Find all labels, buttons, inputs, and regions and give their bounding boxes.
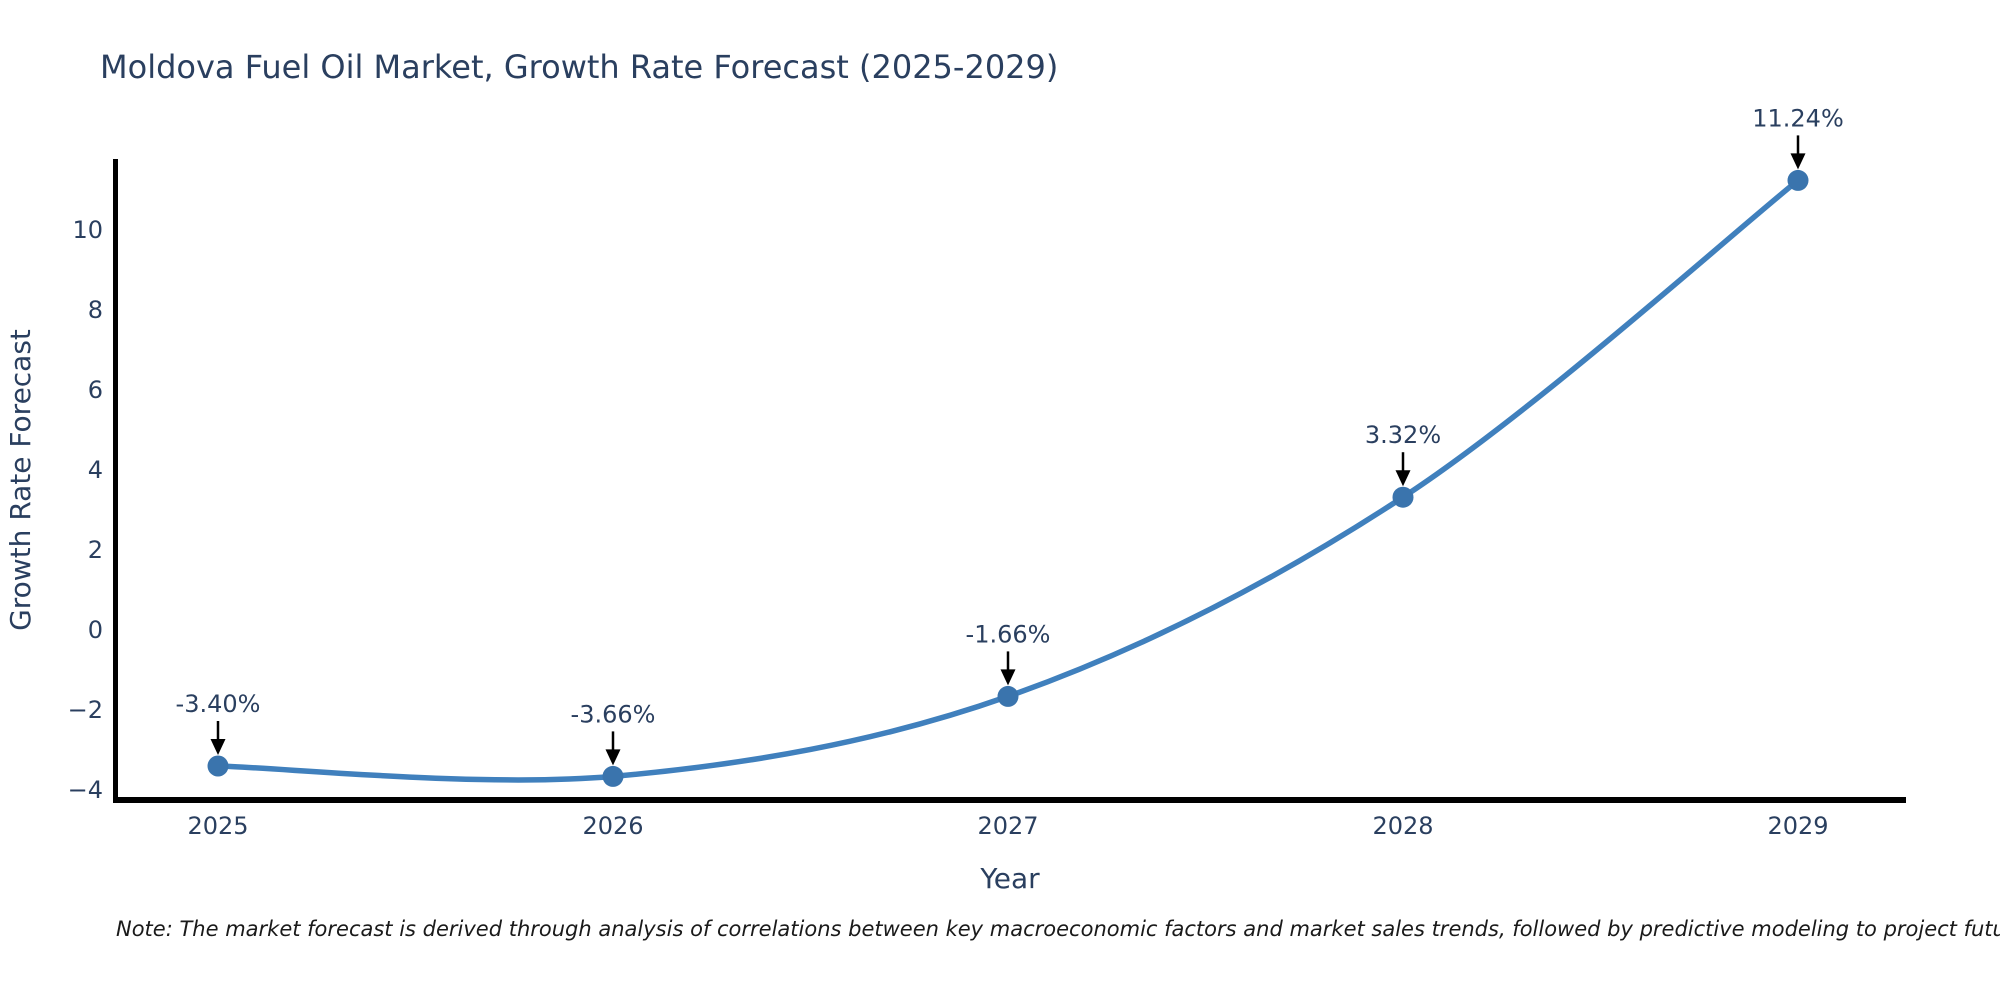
y-tick-label: 0 xyxy=(88,616,103,644)
y-tick-label: 2 xyxy=(88,536,103,564)
chart-title: Moldova Fuel Oil Market, Growth Rate For… xyxy=(100,48,1059,86)
data-point-marker xyxy=(1787,169,1809,191)
x-tick-label: 2025 xyxy=(187,812,248,840)
annotation-arrowhead xyxy=(605,749,621,766)
y-tick-label: 8 xyxy=(88,296,103,324)
y-tick-label: −2 xyxy=(68,696,103,724)
x-tick-label: 2026 xyxy=(582,812,643,840)
x-axis-title: Year xyxy=(980,862,1040,895)
generated-plot-elements: 10 8 6 4 2 0 −2 −4 2025 2026 2027 2028 2029 -3.40% -3.… xyxy=(68,104,1844,840)
y-tick-label: 4 xyxy=(88,456,103,484)
annotation-arrowhead xyxy=(1790,153,1806,170)
data-point-marker xyxy=(602,765,624,787)
y-tick-label: −4 xyxy=(68,776,103,804)
point-annotation: 11.24% xyxy=(1752,104,1844,132)
point-annotation: -3.40% xyxy=(176,690,261,718)
x-tick-label: 2028 xyxy=(1372,812,1433,840)
annotation-arrowhead xyxy=(210,739,226,755)
annotation-arrowhead xyxy=(1000,669,1016,686)
footnote: Note: The market forecast is derived thr… xyxy=(116,917,2000,941)
y-tick-label: 10 xyxy=(72,216,103,244)
y-axis-title: Growth Rate Forecast xyxy=(4,329,37,631)
trace-line xyxy=(215,177,1801,783)
point-annotation: 3.32% xyxy=(1365,421,1441,449)
y-tick-label: 6 xyxy=(88,376,103,404)
data-point-marker xyxy=(997,685,1019,707)
x-tick-label: 2029 xyxy=(1767,812,1828,840)
point-annotation: -3.66% xyxy=(571,700,656,728)
data-point-marker xyxy=(1392,486,1414,508)
point-annotation: -1.66% xyxy=(966,620,1051,648)
annotation-arrowhead xyxy=(1395,470,1411,487)
data-point-marker xyxy=(207,755,229,777)
x-tick-label: 2027 xyxy=(977,812,1038,840)
